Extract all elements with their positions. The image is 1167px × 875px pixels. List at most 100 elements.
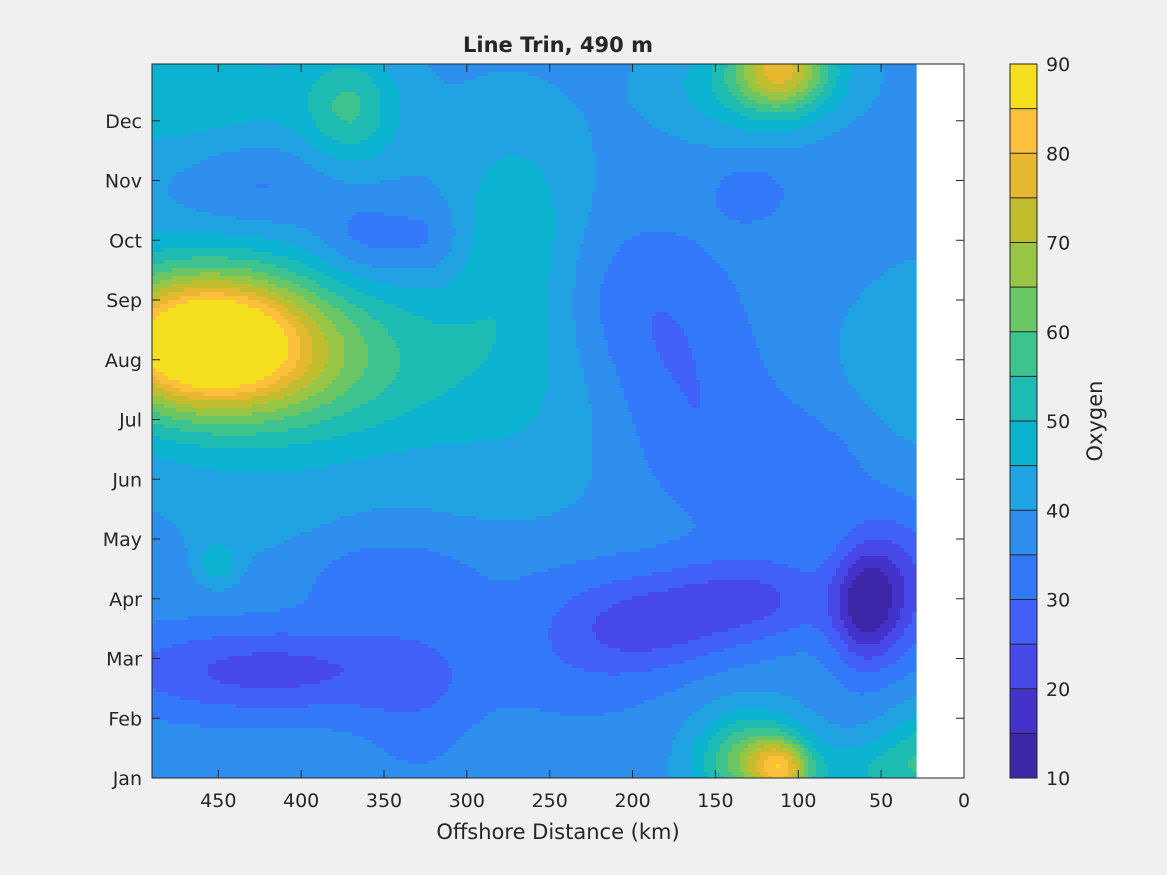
- heatmap-cell: [188, 232, 193, 237]
- heatmap-cell: [204, 588, 209, 593]
- heatmap-cell: [192, 616, 197, 621]
- heatmap-cell: [240, 716, 245, 721]
- heatmap-cell: [160, 652, 165, 657]
- heatmap-cell: [232, 276, 237, 281]
- heatmap-cell: [184, 408, 189, 413]
- heatmap-cell: [164, 484, 169, 489]
- heatmap-cell: [252, 588, 257, 593]
- heatmap-cell: [168, 640, 173, 645]
- heatmap-cell: [156, 520, 161, 525]
- heatmap-cell: [256, 576, 261, 581]
- heatmap-cell: [180, 532, 185, 537]
- heatmap-cell: [212, 752, 217, 757]
- heatmap-cell: [188, 412, 193, 417]
- heatmap-cell: [228, 620, 233, 625]
- heatmap-cell: [212, 660, 217, 665]
- heatmap-cell: [156, 176, 161, 181]
- heatmap-cell: [240, 264, 245, 269]
- heatmap-cell: [192, 232, 197, 237]
- heatmap-cell: [172, 636, 177, 641]
- heatmap-cell: [244, 220, 249, 225]
- heatmap-cell: [200, 752, 205, 757]
- heatmap-cell: [220, 100, 225, 105]
- heatmap-cell: [236, 572, 241, 577]
- heatmap-cell: [156, 584, 161, 589]
- heatmap-cell: [224, 388, 229, 393]
- heatmap-cell: [248, 184, 253, 189]
- heatmap-cell: [224, 716, 229, 721]
- heatmap-cell: [208, 472, 213, 477]
- heatmap-cell: [228, 656, 233, 661]
- heatmap-cell: [240, 288, 245, 293]
- heatmap-cell: [160, 648, 165, 653]
- heatmap-cell: [172, 764, 177, 769]
- heatmap-cell: [168, 140, 173, 145]
- heatmap-cell: [232, 484, 237, 489]
- heatmap-cell: [188, 244, 193, 249]
- heatmap-cell: [188, 472, 193, 477]
- heatmap-cell: [156, 328, 161, 333]
- heatmap-cell: [260, 288, 265, 293]
- heatmap-cell: [232, 180, 237, 185]
- heatmap-cell: [172, 504, 177, 509]
- heatmap-cell: [200, 536, 205, 541]
- heatmap-cell: [244, 264, 249, 269]
- heatmap-cell: [204, 580, 209, 585]
- heatmap-cell: [180, 644, 185, 649]
- heatmap-cell: [252, 580, 257, 585]
- heatmap-cell: [252, 420, 257, 425]
- heatmap-cell: [172, 756, 177, 761]
- heatmap-cell: [188, 172, 193, 177]
- heatmap-cell: [212, 716, 217, 721]
- heatmap-cell: [236, 628, 241, 633]
- heatmap-cell: [236, 108, 241, 113]
- heatmap-cell: [160, 84, 165, 89]
- heatmap-cell: [216, 600, 221, 605]
- heatmap-cell: [164, 144, 169, 149]
- heatmap-cell: [208, 328, 213, 333]
- heatmap-cell: [164, 700, 169, 705]
- heatmap-cell: [232, 556, 237, 561]
- heatmap-cell: [156, 292, 161, 297]
- heatmap-cell: [180, 272, 185, 277]
- heatmap-cell: [192, 168, 197, 173]
- heatmap-cell: [156, 188, 161, 193]
- heatmap-cell: [152, 292, 157, 297]
- heatmap-cell: [192, 696, 197, 701]
- heatmap-cell: [248, 644, 253, 649]
- heatmap-cell: [236, 192, 241, 197]
- heatmap-cell: [180, 724, 185, 729]
- heatmap-cell: [200, 620, 205, 625]
- heatmap-cell: [188, 644, 193, 649]
- heatmap-cell: [188, 764, 193, 769]
- heatmap-cell: [184, 232, 189, 237]
- heatmap-cell: [212, 504, 217, 509]
- heatmap-cell: [252, 764, 257, 769]
- heatmap-cell: [152, 668, 157, 673]
- heatmap-cell: [220, 180, 225, 185]
- heatmap-cell: [232, 64, 237, 69]
- heatmap-cell: [240, 212, 245, 217]
- heatmap-cell: [252, 564, 257, 569]
- heatmap-cell: [192, 236, 197, 241]
- heatmap-cell: [172, 176, 177, 181]
- heatmap-cell: [232, 672, 237, 677]
- heatmap-cell: [220, 528, 225, 533]
- heatmap-cell: [236, 372, 241, 377]
- heatmap-cell: [196, 392, 201, 397]
- heatmap-cell: [208, 480, 213, 485]
- heatmap-cell: [156, 636, 161, 641]
- heatmap-cell: [240, 232, 245, 237]
- heatmap-cell: [232, 692, 237, 697]
- heatmap-cell: [164, 112, 169, 117]
- heatmap-cell: [192, 440, 197, 445]
- heatmap-cell: [228, 264, 233, 269]
- heatmap-cell: [248, 468, 253, 473]
- heatmap-cell: [220, 332, 225, 337]
- heatmap-cell: [200, 636, 205, 641]
- heatmap-cell: [256, 148, 261, 153]
- heatmap-cell: [248, 104, 253, 109]
- heatmap-cell: [184, 272, 189, 277]
- heatmap-cell: [252, 80, 257, 85]
- heatmap-cell: [176, 604, 181, 609]
